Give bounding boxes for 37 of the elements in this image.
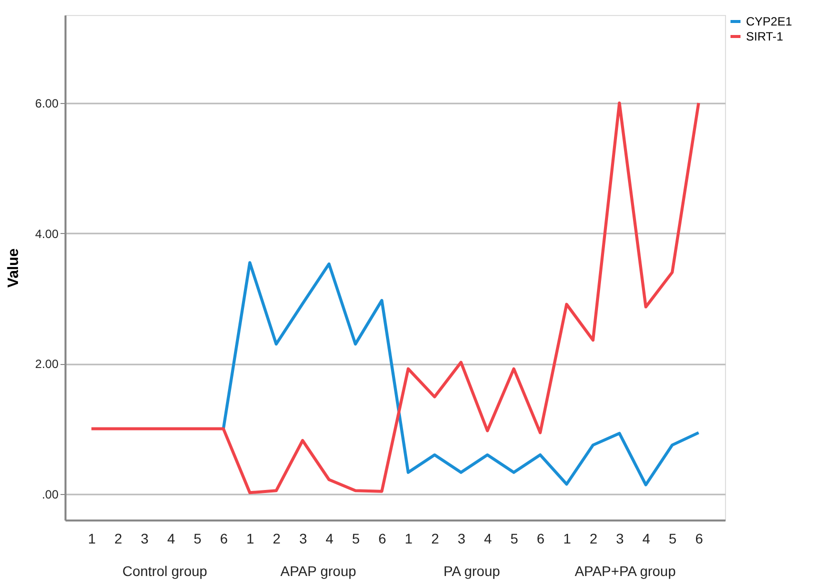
x-tick-label: 6 (695, 530, 704, 546)
x-tick-label: 3 (616, 530, 624, 546)
legend-label: CYP2E1 (746, 14, 792, 28)
y-axis-title: Value (5, 248, 22, 288)
legend-label: SIRT-1 (746, 30, 784, 44)
y-tick-label: 6.00 (35, 96, 59, 110)
x-tick-label: 5 (510, 530, 518, 546)
x-tick-label: 4 (642, 530, 650, 546)
y-tick-label: 2.00 (35, 357, 59, 372)
x-tick-label: 3 (140, 530, 149, 546)
x-tick-label: 6 (536, 530, 545, 546)
x-tick-label: 2 (272, 530, 281, 546)
x-tick-label: 1 (563, 530, 572, 546)
line-series (222, 261, 700, 486)
text: APAP group (280, 563, 356, 579)
x-tick-label: 5 (352, 530, 360, 546)
line-series (90, 101, 700, 494)
x-tick-label: 2 (114, 530, 122, 546)
text: Control group (122, 563, 208, 579)
x-tick-label: 5 (194, 530, 202, 546)
x-tick-label: 2 (590, 530, 598, 546)
x-tick-label: 3 (299, 530, 308, 546)
x-tick-label: 1 (246, 530, 254, 546)
x-tick-label: 2 (431, 530, 440, 546)
x-tick-label: 1 (404, 530, 413, 546)
x-tick-label: 6 (220, 530, 228, 546)
x-tick-label: 6 (378, 530, 386, 546)
text: APAP+PA group (574, 563, 676, 579)
x-tick-label: 4 (167, 530, 176, 546)
text: PA group (443, 563, 500, 579)
y-tick-label: 4.00 (35, 226, 59, 241)
x-tick-label: 5 (668, 530, 677, 546)
x-tick-label: 1 (88, 530, 96, 546)
x-tick-label: 4 (326, 530, 334, 546)
x-tick-label: 4 (484, 530, 492, 546)
x-tick-label: 3 (458, 530, 466, 546)
y-tick-label: .00 (42, 487, 59, 502)
